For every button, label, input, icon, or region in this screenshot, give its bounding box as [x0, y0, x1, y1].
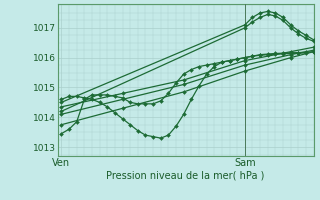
X-axis label: Pression niveau de la mer( hPa ): Pression niveau de la mer( hPa ) — [107, 171, 265, 181]
